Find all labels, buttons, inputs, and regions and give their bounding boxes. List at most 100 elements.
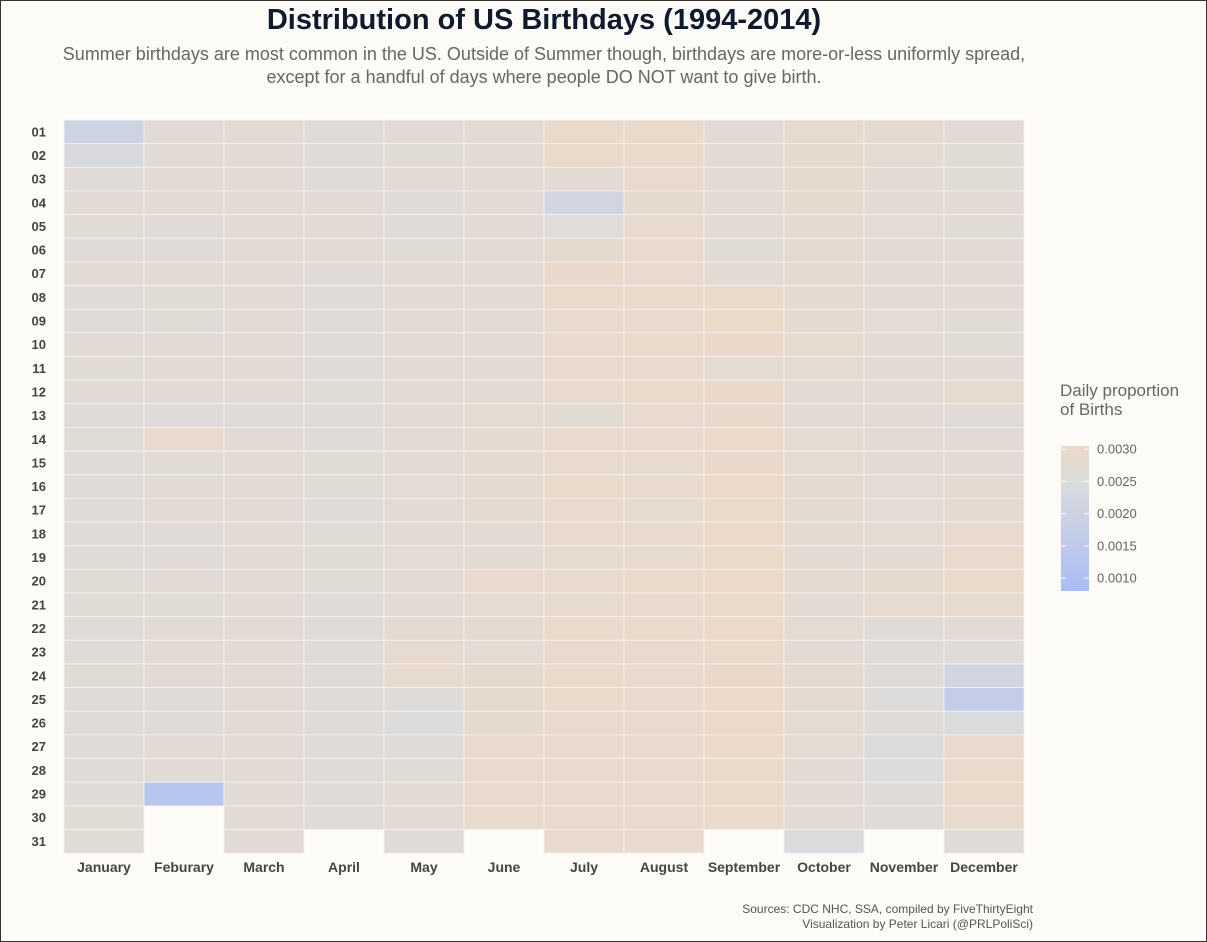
heatmap-cell-september-10 xyxy=(703,332,785,357)
x-tick-label-september: September xyxy=(708,859,781,875)
heatmap-cell-may-15 xyxy=(383,450,465,476)
heatmap-cell-may-03 xyxy=(383,166,465,192)
x-tick-label-june: June xyxy=(488,859,521,875)
y-tick-label-18: 18 xyxy=(32,526,46,541)
heatmap-cell-july-22 xyxy=(543,616,625,641)
heatmap-cell-october-17 xyxy=(783,497,865,523)
heatmap-cell-october-23 xyxy=(783,639,865,665)
heatmap-cell-july-08 xyxy=(543,285,625,310)
heatmap-cell-november-19 xyxy=(863,545,945,570)
heatmap-cell-september-01 xyxy=(703,119,785,145)
heatmap-cell-may-17 xyxy=(383,497,465,523)
subtitle-line-2: except for a handful of days where peopl… xyxy=(266,67,822,87)
heatmap-cell-july-16 xyxy=(543,474,625,499)
heatmap-cell-august-20 xyxy=(623,568,705,594)
heatmap-cell-january-10 xyxy=(63,332,145,357)
y-tick-label-19: 19 xyxy=(32,550,46,565)
x-tick-label-august: August xyxy=(640,859,689,875)
heatmap-cell-september-18 xyxy=(703,521,785,547)
heatmap-cell-april-17 xyxy=(303,497,385,523)
y-tick-label-17: 17 xyxy=(32,503,46,518)
heatmap-cell-october-11 xyxy=(783,356,865,381)
heatmap-cell-may-01 xyxy=(383,119,465,145)
heatmap-cell-october-27 xyxy=(783,734,865,759)
heatmap-cell-october-15 xyxy=(783,450,865,476)
heatmap-cell-july-10 xyxy=(543,332,625,357)
heatmap-cell-september-30 xyxy=(703,805,785,830)
legend-colorbar xyxy=(1061,446,1089,591)
heatmap-cell-march-01 xyxy=(223,119,305,145)
heatmap-cell-feburary-16 xyxy=(143,474,225,499)
heatmap-cell-november-28 xyxy=(863,758,945,783)
heatmap-cell-may-28 xyxy=(383,758,465,783)
heatmap-cell-april-12 xyxy=(303,379,385,405)
heatmap-cell-november-10 xyxy=(863,332,945,357)
heatmap-cell-september-04 xyxy=(703,190,785,215)
heatmap-cell-december-15 xyxy=(943,450,1025,476)
heatmap-cell-march-07 xyxy=(223,261,305,286)
subtitle-line-1: Summer birthdays are most common in the … xyxy=(62,44,1026,64)
y-tick-label-21: 21 xyxy=(32,597,46,612)
y-axis-labels: 01 02 03 04 05 06 07 08 09 10 11 12 13 14 15 16 17 18 19 20… xyxy=(32,124,47,849)
heatmap-cell-feburary-09 xyxy=(143,308,225,334)
heatmap-cell-january-11 xyxy=(63,356,145,381)
heatmap-cell-july-25 xyxy=(543,687,625,712)
x-tick-label-november: November xyxy=(870,859,939,875)
heatmap-cell-september-03 xyxy=(703,166,785,192)
heatmap-cell-march-25 xyxy=(223,687,305,712)
heatmap-cell-april-26 xyxy=(303,710,385,736)
heatmap-cell-october-09 xyxy=(783,308,865,334)
heatmap-cell-feburary-12 xyxy=(143,379,225,405)
heatmap-cell-october-24 xyxy=(783,663,865,689)
heatmap-cell-august-18 xyxy=(623,521,705,547)
heatmap-cell-august-13 xyxy=(623,403,705,428)
heatmap-cell-feburary-28 xyxy=(143,758,225,783)
heatmap-cell-july-24 xyxy=(543,663,625,689)
heatmap-cell-march-30 xyxy=(223,805,305,830)
heatmap-cell-january-04 xyxy=(63,190,145,215)
heatmap-cell-april-07 xyxy=(303,261,385,286)
legend-tick-label: 0.0010 xyxy=(1097,571,1137,586)
heatmap-cell-may-22 xyxy=(383,616,465,641)
heatmap-cell-march-21 xyxy=(223,592,305,618)
heatmap-cell-january-06 xyxy=(63,237,145,263)
heatmap-cell-october-30 xyxy=(783,805,865,830)
heatmap-cell-may-25 xyxy=(383,687,465,712)
heatmap-cell-november-30 xyxy=(863,805,945,830)
legend-tick-label: 0.0015 xyxy=(1097,538,1137,553)
heatmap-cell-october-04 xyxy=(783,190,865,215)
heatmap-cell-june-07 xyxy=(463,261,545,286)
heatmap-cell-august-31 xyxy=(623,829,705,854)
heatmap-cell-november-02 xyxy=(863,143,945,168)
heatmap-cell-march-31 xyxy=(223,829,305,854)
heatmap-cell-feburary-24 xyxy=(143,663,225,689)
heatmap-cell-feburary-23 xyxy=(143,639,225,665)
heatmap-cell-april-22 xyxy=(303,616,385,641)
heatmap-cell-september-19 xyxy=(703,545,785,570)
heatmap-cell-june-17 xyxy=(463,497,545,523)
heatmap-cell-december-26 xyxy=(943,710,1025,736)
y-tick-label-01: 01 xyxy=(32,124,46,139)
heatmap-cell-feburary-15 xyxy=(143,450,225,476)
heatmap-cell-august-04 xyxy=(623,190,705,215)
heatmap-cell-august-28 xyxy=(623,758,705,783)
heatmap-cell-august-12 xyxy=(623,379,705,405)
heatmap-cell-december-31 xyxy=(943,829,1025,854)
heatmap-cell-march-26 xyxy=(223,710,305,736)
x-axis-labels: January Feburary March April May June July Augu… xyxy=(77,859,1018,875)
heatmap-cell-july-04 xyxy=(543,190,625,215)
heatmap-cell-may-18 xyxy=(383,521,465,547)
heatmap-cell-august-21 xyxy=(623,592,705,618)
heatmap-cell-april-13 xyxy=(303,403,385,428)
heatmap-cell-december-04 xyxy=(943,190,1025,215)
heatmap-cell-march-27 xyxy=(223,734,305,759)
heatmap-cell-september-20 xyxy=(703,568,785,594)
legend-tick-label: 0.0020 xyxy=(1097,506,1137,521)
heatmap-cell-november-26 xyxy=(863,710,945,736)
heatmap-cell-may-07 xyxy=(383,261,465,286)
heatmap-cell-december-13 xyxy=(943,403,1025,428)
heatmap-cell-september-28 xyxy=(703,758,785,783)
heatmap-cell-april-10 xyxy=(303,332,385,357)
heatmap-cell-october-20 xyxy=(783,568,865,594)
heatmap-cell-january-29 xyxy=(63,781,145,807)
